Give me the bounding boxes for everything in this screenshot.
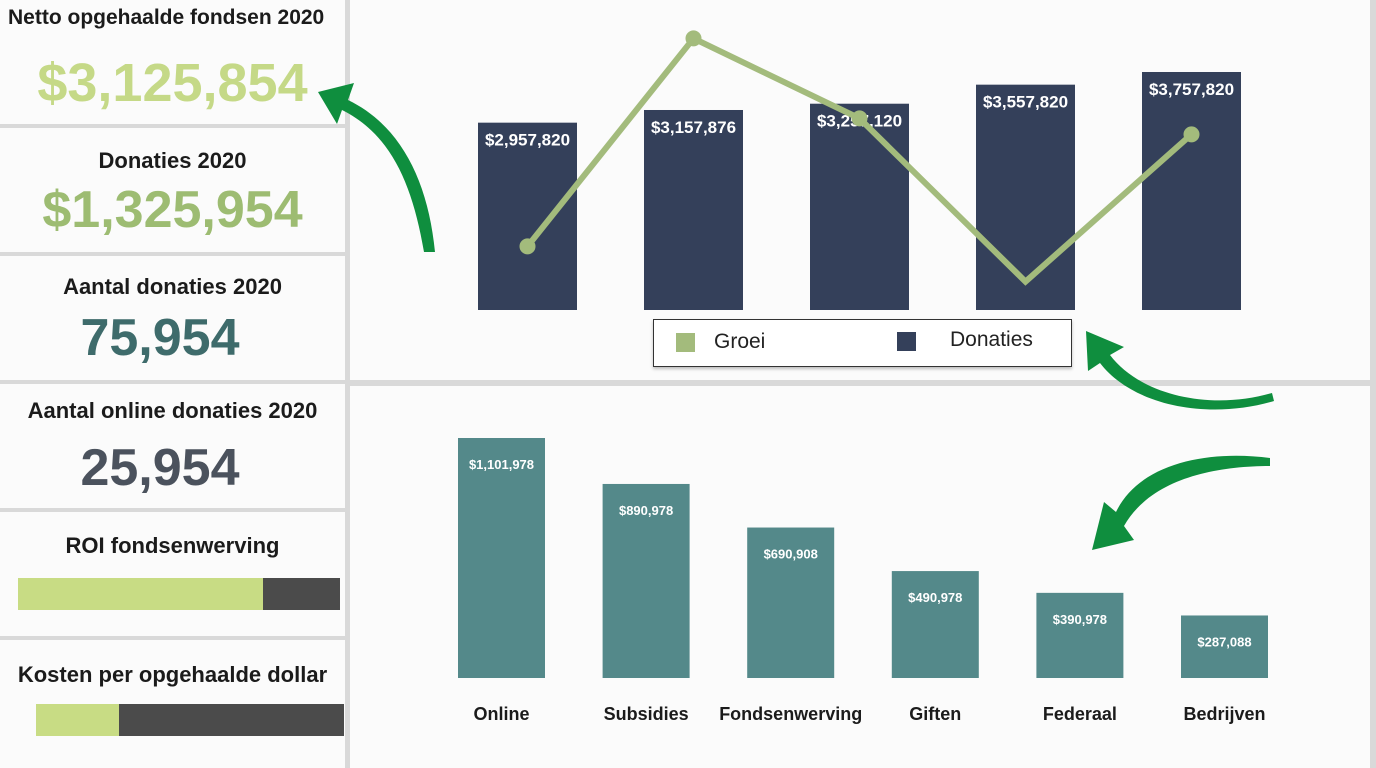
source-bar-label: $287,088 [1197, 634, 1251, 649]
cost-progress-bar [36, 704, 344, 736]
source-bar-label: $1,101,978 [469, 457, 534, 472]
kpi-net-funds-title: Netto opgehaalde fondsen 2020 [8, 6, 325, 29]
kpi-donation-count-value: 75,954 [80, 309, 240, 367]
source-bar-label: $890,978 [619, 503, 673, 518]
kpi-online-count-value: 25,954 [80, 439, 240, 497]
roi-progress-fill [18, 578, 263, 610]
category-label: Giften [909, 704, 961, 724]
curved-arrow-icon [318, 83, 435, 252]
source-bar-label: $690,908 [764, 547, 818, 562]
category-label: Online [473, 704, 529, 724]
source-bar-label: $490,978 [908, 590, 962, 605]
kpi-donation-count-title: Aantal donaties 2020 [63, 274, 282, 299]
source-bar [1036, 592, 1124, 678]
kpi-net-funds: Netto opgehaalde fondsen 2020 $3,125,854 [0, 0, 345, 124]
donaties-bar [976, 84, 1075, 310]
legend-swatch-groei [676, 333, 695, 352]
donaties-bar [1142, 72, 1241, 310]
donations-growth-chart: $2,957,820$3,157,876$3,257,120$3,557,820… [478, 30, 1241, 311]
income-sources-chart: $1,101,978 Online $890,978 Subsidies $690,90… [458, 438, 1268, 724]
category-label: Subsidies [604, 704, 689, 724]
curved-arrow-icon [1086, 331, 1274, 410]
legend-label-donaties: Donaties [950, 328, 1033, 351]
kpi-donations-value: $1,325,954 [42, 181, 303, 239]
source-bar [1181, 615, 1268, 678]
kpi-donations: Donaties 2020 $1,325,954 [0, 128, 345, 252]
donations-growth-panel: $2,957,820$3,157,876$3,257,120$3,557,820… [350, 0, 1370, 380]
donaties-bar [810, 103, 909, 310]
groei-point [685, 30, 702, 47]
kpi-online-count-title: Aantal online donaties 2020 [27, 398, 318, 423]
groei-point [1183, 126, 1200, 143]
donaties-bar-label: $3,157,876 [651, 118, 736, 137]
donaties-bar-label: $3,757,820 [1149, 80, 1234, 99]
donaties-bar-label: $2,957,820 [485, 131, 570, 150]
income-sources-panel: $1,101,978 Online $890,978 Subsidies $690,90… [350, 386, 1370, 768]
kpi-cost-per-dollar: Kosten per opgehaalde dollar [0, 640, 345, 768]
kpi-cost-title: Kosten per opgehaalde dollar [17, 662, 328, 687]
donaties-bar [644, 109, 743, 310]
kpi-roi: ROI fondsenwerving [0, 512, 345, 636]
donaties-bar-label: $3,557,820 [983, 93, 1068, 112]
category-label: Federaal [1043, 704, 1117, 724]
source-bar-label: $390,978 [1053, 612, 1107, 627]
legend: Groei Donaties [653, 319, 1072, 367]
category-label: Fondsenwerving [719, 704, 862, 724]
groei-point [519, 238, 536, 255]
kpi-roi-title: ROI fondsenwerving [65, 533, 280, 558]
category-label: Bedrijven [1183, 704, 1265, 724]
kpi-net-funds-value: $3,125,854 [37, 53, 308, 113]
kpi-online-count: Aantal online donaties 2020 25,954 [0, 384, 345, 508]
groei-point [851, 110, 868, 127]
donaties-bar [478, 122, 577, 311]
legend-label-groei: Groei [714, 330, 766, 353]
cost-progress-fill [36, 704, 120, 736]
curved-arrow-icon [1092, 455, 1270, 550]
kpi-donation-count: Aantal donaties 2020 75,954 [0, 256, 345, 380]
roi-progress-bar [18, 578, 340, 610]
source-bar [747, 527, 835, 678]
source-bar [602, 483, 690, 678]
source-bar [891, 571, 979, 678]
legend-swatch-donaties [897, 332, 916, 351]
kpi-donations-title: Donaties 2020 [98, 148, 247, 173]
source-bar [458, 438, 545, 678]
